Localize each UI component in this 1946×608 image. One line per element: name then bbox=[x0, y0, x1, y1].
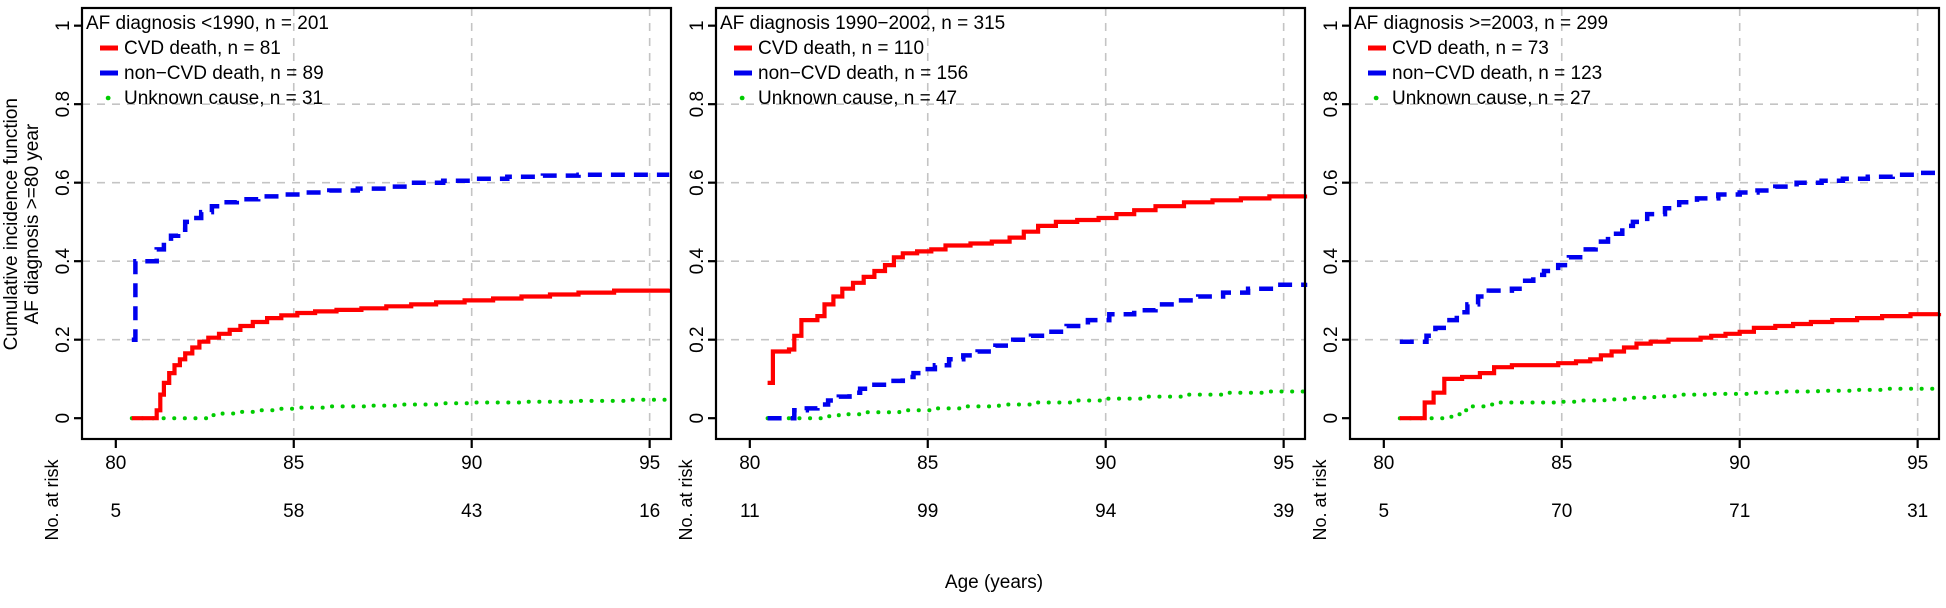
y-axis-label-line2: AF diagnosis >=80 year bbox=[22, 123, 43, 325]
at-risk-value: 5 bbox=[111, 501, 122, 522]
x-axis-label: Age (years) bbox=[944, 572, 1044, 593]
curve-cvd-death bbox=[1399, 312, 1942, 421]
y-axis-label-line1: Cumulative incidence function bbox=[1, 97, 22, 351]
at-risk-value: 94 bbox=[1095, 501, 1117, 522]
y-tick-label: 0.6 bbox=[53, 169, 74, 195]
at-risk-axis-label: No. at risk bbox=[1310, 458, 1330, 540]
legend-label-non-cvd-death: non−CVD death, n = 123 bbox=[1392, 63, 1602, 84]
at-risk-value: 39 bbox=[1273, 501, 1294, 522]
curve-non-cvd-death bbox=[131, 172, 670, 342]
y-tick-label: 0.8 bbox=[687, 91, 708, 117]
x-tick-label: 95 bbox=[1907, 453, 1928, 474]
y-tick-label: 0.4 bbox=[1321, 248, 1342, 275]
legend-label-unknown-cause: Unknown cause, n = 27 bbox=[1392, 88, 1591, 109]
panel-title: AF diagnosis <1990, n = 201 bbox=[86, 13, 329, 34]
legend-label-non-cvd-death: non−CVD death, n = 89 bbox=[124, 63, 324, 84]
curve-non-cvd-death bbox=[767, 282, 1308, 421]
x-tick-label: 85 bbox=[283, 453, 304, 474]
y-tick-label: 0.6 bbox=[687, 169, 708, 195]
cif-panel-3: 0 0.2 0.4 0.6 0.8 1 80 5 85 70 90 71 95 31 No. at risk… bbox=[1310, 6, 1942, 541]
y-tick-label: 0.2 bbox=[687, 326, 708, 352]
y-tick-label: 1 bbox=[1321, 20, 1342, 31]
y-tick-label: 0.8 bbox=[1321, 91, 1342, 117]
y-tick-label: 0 bbox=[687, 413, 708, 424]
x-tick-label: 85 bbox=[1551, 453, 1572, 474]
y-tick-label: 0.4 bbox=[687, 248, 708, 275]
legend-label-unknown-cause: Unknown cause, n = 47 bbox=[758, 88, 957, 109]
panel-title: AF diagnosis >=2003, n = 299 bbox=[1354, 13, 1608, 34]
panel-title: AF diagnosis 1990−2002, n = 315 bbox=[720, 13, 1005, 34]
x-tick-label: 80 bbox=[105, 453, 126, 474]
legend-label-cvd-death: CVD death, n = 81 bbox=[124, 38, 281, 59]
y-tick-label: 0.2 bbox=[53, 326, 74, 352]
curve-cvd-death bbox=[131, 288, 672, 421]
at-risk-value: 99 bbox=[917, 501, 938, 522]
x-tick-label: 95 bbox=[1273, 453, 1294, 474]
legend-label-unknown-cause: Unknown cause, n = 31 bbox=[124, 88, 323, 109]
at-risk-value: 70 bbox=[1551, 501, 1572, 522]
at-risk-axis-label: No. at risk bbox=[676, 458, 696, 540]
y-tick-label: 0.2 bbox=[1321, 326, 1342, 352]
plot-box bbox=[1348, 6, 1941, 441]
legend-label-non-cvd-death: non−CVD death, n = 156 bbox=[758, 63, 968, 84]
at-risk-value: 43 bbox=[461, 501, 482, 522]
cif-panel-2: 0 0.2 0.4 0.6 0.8 1 80 11 85 99 90 94 95 39 No. at ris… bbox=[676, 6, 1308, 541]
plot-box bbox=[714, 6, 1307, 441]
x-tick-label: 90 bbox=[1729, 453, 1750, 474]
at-risk-value: 71 bbox=[1729, 501, 1750, 522]
x-tick-label: 80 bbox=[739, 453, 760, 474]
curve-unknown-cause bbox=[129, 396, 672, 421]
cif-panel-1: 0 0.2 0.4 0.6 0.8 1 80 5 85 58 90 43 95 16 No. at risk… bbox=[42, 6, 673, 541]
y-tick-label: 0.4 bbox=[53, 248, 74, 275]
x-tick-label: 90 bbox=[1095, 453, 1116, 474]
at-risk-value: 5 bbox=[1379, 501, 1390, 522]
y-tick-label: 1 bbox=[53, 20, 74, 31]
y-tick-label: 0.6 bbox=[1321, 169, 1342, 195]
y-tick-label: 1 bbox=[687, 20, 708, 31]
at-risk-axis-label: No. at risk bbox=[42, 458, 62, 540]
x-tick-label: 80 bbox=[1373, 453, 1394, 474]
curve-non-cvd-death bbox=[1399, 170, 1942, 344]
legend-label-cvd-death: CVD death, n = 110 bbox=[758, 38, 924, 59]
curve-cvd-death bbox=[767, 194, 1308, 385]
panel-row: 0 0.2 0.4 0.6 0.8 1 80 5 85 58 90 43 95 16 No. at risk… bbox=[42, 2, 1944, 557]
at-risk-value: 58 bbox=[283, 501, 304, 522]
x-tick-label: 90 bbox=[461, 453, 482, 474]
at-risk-value: 11 bbox=[740, 501, 760, 522]
at-risk-value: 16 bbox=[639, 501, 660, 522]
y-tick-label: 0.8 bbox=[53, 91, 74, 117]
at-risk-value: 31 bbox=[1907, 501, 1928, 522]
y-tick-label: 0 bbox=[1321, 413, 1342, 424]
x-tick-label: 85 bbox=[917, 453, 938, 474]
legend-label-cvd-death: CVD death, n = 73 bbox=[1392, 38, 1549, 59]
y-tick-label: 0 bbox=[53, 413, 74, 424]
plot-box bbox=[80, 6, 673, 441]
x-tick-label: 95 bbox=[639, 453, 660, 474]
curve-unknown-cause bbox=[765, 388, 1307, 421]
y-axis-label: Cumulative incidence function AF diagnos… bbox=[0, 0, 44, 448]
curve-unknown-cause bbox=[1397, 385, 1941, 421]
